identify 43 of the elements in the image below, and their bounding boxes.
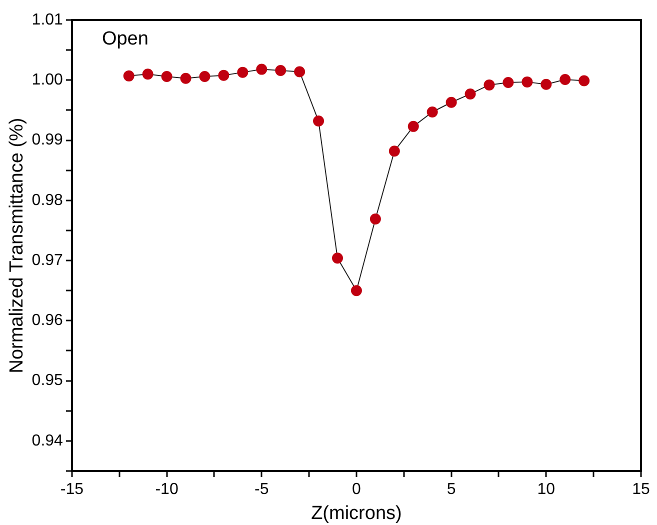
point xyxy=(237,66,248,78)
x-tick-label: 5 xyxy=(446,481,456,498)
point xyxy=(370,214,381,225)
point xyxy=(522,76,533,88)
point xyxy=(578,75,590,86)
point xyxy=(502,77,514,88)
point xyxy=(142,68,154,80)
point xyxy=(218,70,230,81)
point xyxy=(313,116,324,127)
point xyxy=(426,106,438,118)
x-tick-label: 0 xyxy=(352,481,362,498)
y-axis-title: Normalized Transmittance (%) xyxy=(6,118,28,374)
x-tick-label: -10 xyxy=(155,481,178,498)
y-tick-label: 0.95 xyxy=(32,372,64,390)
point xyxy=(123,70,134,82)
y-tick-label: 0.97 xyxy=(32,252,64,269)
point xyxy=(388,146,400,157)
point xyxy=(350,285,362,296)
x-tick-label: -15 xyxy=(60,481,84,498)
text: 1.00 xyxy=(32,72,63,89)
y-tick-label: 0.99 xyxy=(32,132,64,149)
point xyxy=(464,88,476,100)
point xyxy=(294,66,306,78)
x-tick-label: 10 xyxy=(537,481,556,498)
point xyxy=(256,64,268,75)
point xyxy=(446,96,457,108)
point xyxy=(332,252,343,264)
point xyxy=(180,72,192,84)
point xyxy=(560,74,571,86)
point xyxy=(408,120,419,132)
x-tick-label: -5 xyxy=(254,481,269,498)
y-tick-label: 0.96 xyxy=(32,312,64,330)
y-tick-label: 1.01 xyxy=(32,11,64,28)
point xyxy=(540,78,552,90)
x-axis-title: Z(microns) xyxy=(311,502,402,524)
point xyxy=(161,71,172,82)
y-tick-label: 0.94 xyxy=(32,432,64,450)
point xyxy=(199,71,210,82)
point xyxy=(484,79,495,90)
y-tick-label: 0.98 xyxy=(32,192,64,209)
point xyxy=(275,65,286,76)
x-tick-label: 15 xyxy=(632,481,650,498)
annotation: Open xyxy=(102,28,148,50)
